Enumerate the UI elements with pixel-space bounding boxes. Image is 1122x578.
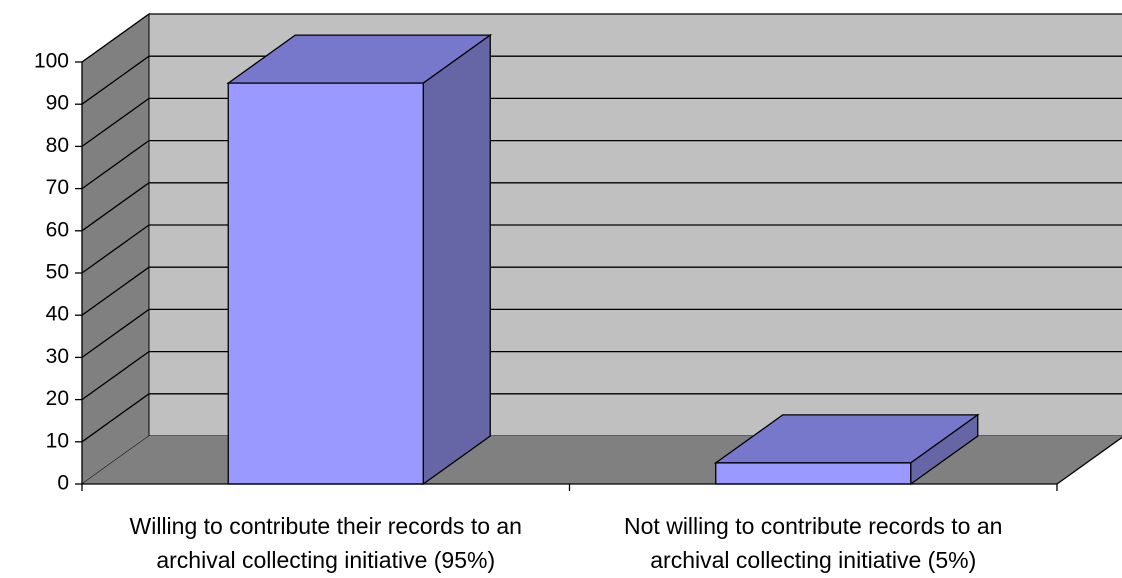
gridline	[81, 266, 1122, 316]
floor-edge	[1056, 436, 1122, 485]
y-tick-label: 90	[46, 92, 69, 115]
y-tick-label: 20	[46, 387, 69, 410]
x-category-label: Not willing to contribute records to an a…	[624, 513, 1002, 573]
x-category-label: Willing to contribute their records to a…	[130, 513, 522, 573]
y-tick-label: 100	[34, 50, 69, 73]
bars	[226, 33, 980, 486]
y-tick-label: 50	[46, 261, 69, 284]
gridline	[81, 224, 1122, 274]
gridline	[81, 97, 1122, 147]
y-tick-label: 40	[46, 303, 69, 326]
axes	[75, 61, 1122, 491]
bar	[713, 413, 980, 486]
bar-side-face	[422, 33, 491, 486]
gridlines	[81, 13, 1122, 443]
bar	[226, 33, 493, 486]
y-tick-label: 60	[46, 218, 69, 241]
gridline	[81, 182, 1122, 232]
bar-front-face	[715, 462, 912, 485]
gridline	[81, 55, 1122, 105]
y-tick-label: 70	[46, 176, 69, 199]
x-axis-category-labels: Willing to contribute their records to a…	[130, 513, 1003, 573]
bar-front-face	[227, 82, 424, 485]
y-tick-label: 30	[46, 345, 69, 368]
y-tick-label: 80	[46, 134, 69, 157]
gridline	[81, 139, 1122, 190]
y-axis-tick-labels: 0 10 20 30 40 50 60 70 80 90 100	[34, 50, 69, 495]
gridline	[81, 13, 1122, 63]
y-tick-label: 10	[46, 429, 69, 452]
y-tick-label: 0	[57, 472, 69, 495]
gridline	[81, 393, 1122, 443]
gridline	[81, 308, 1122, 358]
gridline	[81, 350, 1122, 401]
